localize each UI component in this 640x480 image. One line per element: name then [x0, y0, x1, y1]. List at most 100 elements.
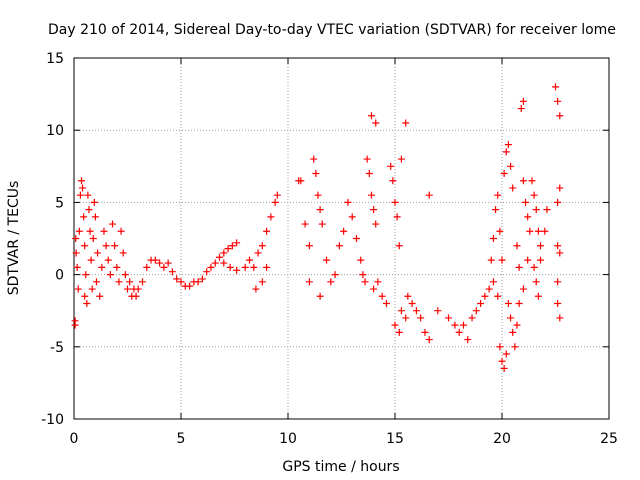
data-point — [370, 285, 378, 293]
data-point — [361, 278, 369, 286]
data-point — [498, 357, 506, 365]
data-point — [532, 278, 540, 286]
data-point — [372, 220, 380, 228]
data-point — [186, 282, 194, 290]
data-point — [111, 242, 119, 250]
data-point — [552, 83, 559, 91]
data-point — [402, 314, 410, 322]
x-tick-label: 15 — [386, 431, 404, 447]
data-point — [104, 256, 112, 264]
data-point — [198, 275, 206, 283]
data-point — [72, 249, 80, 257]
data-point — [121, 271, 129, 279]
data-point — [331, 271, 339, 279]
data-point — [245, 256, 253, 264]
data-point — [327, 278, 335, 286]
data-point — [541, 227, 549, 235]
data-point — [77, 177, 85, 185]
data-point — [314, 191, 322, 199]
data-point — [323, 256, 331, 264]
x-tick-label: 25 — [600, 431, 618, 447]
data-point — [511, 343, 519, 351]
data-point — [534, 292, 542, 300]
data-point — [537, 256, 545, 264]
data-point — [524, 256, 532, 264]
data-point — [160, 263, 168, 271]
x-tick-label: 5 — [177, 431, 186, 447]
data-point — [254, 249, 262, 257]
data-point — [367, 112, 375, 120]
data-point — [226, 263, 234, 271]
x-tick-label: 20 — [493, 431, 511, 447]
data-point — [263, 263, 271, 271]
data-point — [156, 259, 164, 267]
data-point — [502, 350, 510, 358]
data-point — [485, 285, 493, 293]
data-point — [528, 177, 536, 185]
x-tick-label: 0 — [70, 431, 79, 447]
y-tick-label: 10 — [46, 123, 64, 139]
data-point — [305, 242, 313, 250]
x-axis-label: GPS time / hours — [282, 459, 399, 475]
data-point — [451, 321, 459, 329]
y-tick-label: -5 — [50, 340, 64, 356]
data-point — [82, 271, 90, 279]
data-point — [530, 191, 538, 199]
data-point — [387, 162, 395, 170]
data-point — [494, 191, 502, 199]
data-point — [134, 285, 142, 293]
data-point — [526, 227, 534, 235]
data-point — [524, 213, 532, 221]
data-point — [72, 235, 80, 242]
data-point — [502, 148, 510, 156]
data-point — [504, 141, 512, 149]
data-point — [397, 155, 405, 163]
data-point — [513, 321, 521, 329]
plot-frame — [73, 57, 610, 420]
data-point — [83, 299, 91, 307]
data-point — [75, 227, 83, 235]
data-point — [241, 263, 249, 271]
data-point — [220, 249, 228, 257]
data-point — [357, 256, 365, 264]
data-point — [507, 162, 515, 170]
data-point — [126, 278, 134, 286]
data-point — [363, 155, 371, 163]
data-point — [305, 278, 313, 286]
data-point — [425, 191, 433, 199]
data-point — [489, 278, 497, 286]
data-point — [519, 177, 527, 185]
data-point — [391, 321, 399, 329]
data-point — [87, 256, 95, 264]
data-point — [91, 213, 99, 221]
data-point — [496, 227, 504, 235]
data-point — [367, 191, 375, 199]
data-point — [504, 299, 512, 307]
data-point — [273, 191, 281, 199]
data-point — [425, 336, 433, 344]
data-point — [85, 206, 93, 214]
data-point — [513, 242, 521, 250]
data-point — [203, 268, 211, 276]
data-point — [554, 299, 562, 307]
data-point — [233, 266, 241, 274]
data-point — [168, 268, 176, 276]
data-point — [86, 227, 94, 235]
data-point — [464, 336, 472, 344]
data-point — [119, 249, 127, 257]
data-point — [151, 256, 159, 264]
data-point — [344, 198, 352, 206]
data-point — [173, 275, 181, 283]
data-point — [250, 263, 258, 271]
data-point — [267, 213, 275, 221]
data-point — [90, 198, 98, 206]
data-point — [310, 155, 318, 163]
data-point — [372, 119, 380, 127]
data-point — [395, 328, 403, 336]
y-tick-label: 5 — [55, 195, 64, 211]
x-tick-label: 10 — [279, 431, 297, 447]
data-point — [74, 285, 82, 293]
data-point — [318, 220, 326, 228]
data-point — [233, 239, 241, 247]
data-point — [397, 307, 405, 315]
